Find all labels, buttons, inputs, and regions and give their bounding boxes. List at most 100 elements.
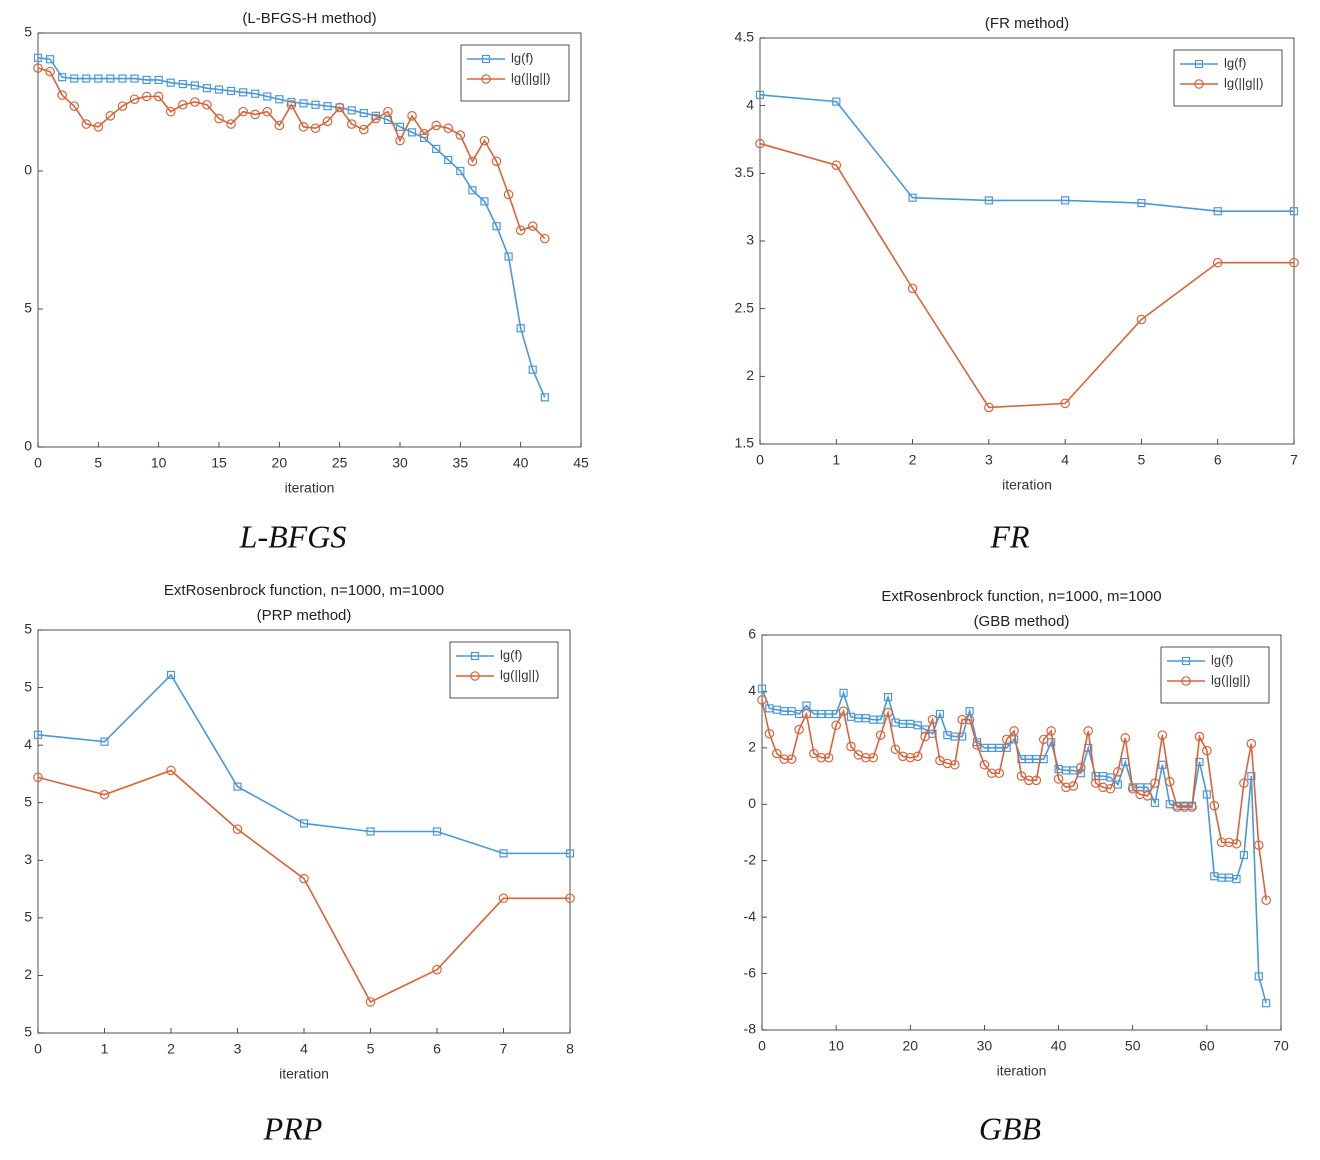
marker-square xyxy=(311,100,320,109)
marker-circle xyxy=(1031,775,1042,786)
marker-circle xyxy=(779,754,790,764)
marker-circle xyxy=(1105,783,1116,794)
marker-circle xyxy=(81,119,92,129)
marker-circle xyxy=(33,772,43,783)
x-tick-label: 6 xyxy=(1214,452,1222,468)
marker-circle xyxy=(57,90,67,100)
marker-square xyxy=(1002,743,1011,752)
legend: lg(f) lg(||g||) xyxy=(460,44,570,102)
x-tick-label: 0 xyxy=(758,1038,766,1054)
marker-square xyxy=(1247,771,1256,781)
marker-square xyxy=(214,85,224,94)
marker-square xyxy=(1195,757,1204,767)
marker-circle xyxy=(949,759,960,770)
marker-circle xyxy=(153,91,164,102)
chart-title: ExtRosenbrock function, n=1000, m=1000 xyxy=(881,588,1161,605)
marker-square xyxy=(190,81,199,90)
x-tick-label: 2 xyxy=(909,452,917,468)
y-tick-label: 3 xyxy=(24,851,32,867)
marker-circle xyxy=(202,99,212,110)
y-tick-label: 4 xyxy=(748,682,756,698)
marker-square xyxy=(832,709,841,719)
marker-circle xyxy=(838,706,849,716)
chart: ExtRosenbrock function, n=1000, m=1000 (P… xyxy=(24,582,575,1082)
marker-square xyxy=(251,89,260,98)
marker-square xyxy=(528,365,537,374)
marker-circle xyxy=(905,752,916,763)
marker-circle xyxy=(443,123,454,134)
marker-square xyxy=(432,827,442,836)
marker-circle xyxy=(1053,774,1064,784)
marker-square xyxy=(935,709,945,719)
marker-square xyxy=(395,122,405,131)
marker-square xyxy=(142,75,151,85)
marker-square xyxy=(908,193,917,202)
marker-square xyxy=(366,827,375,836)
chart-subtitle: (GBB method) xyxy=(974,613,1070,630)
x-tick-label: 6 xyxy=(433,1041,441,1057)
series-line xyxy=(37,769,570,1003)
series-line xyxy=(37,57,546,398)
marker-circle xyxy=(232,824,243,834)
marker-square xyxy=(202,84,212,93)
marker-circle xyxy=(994,768,1005,779)
marker-circle xyxy=(1216,837,1227,848)
x-tick-label: 1 xyxy=(832,452,840,468)
marker-square xyxy=(1181,656,1191,666)
series-line xyxy=(761,688,1267,1004)
marker-circle xyxy=(105,111,116,121)
marker-circle xyxy=(964,714,975,725)
marker-square xyxy=(504,252,513,261)
legend-box xyxy=(449,641,559,699)
marker-circle xyxy=(515,225,526,236)
marker-circle xyxy=(1179,802,1190,812)
x-axis-label: iteration xyxy=(279,1066,329,1082)
y-tick-label: -4 xyxy=(744,908,757,924)
legend-box xyxy=(1173,49,1283,107)
marker-square xyxy=(1113,780,1122,789)
marker-circle xyxy=(912,751,923,762)
marker-circle xyxy=(898,751,908,762)
marker-circle xyxy=(503,189,514,200)
marker-circle xyxy=(226,119,236,129)
chart: (L-BFGS-H method) 0 5 10 15 20 25 30 35 40 45 0 5 0 5 i… xyxy=(24,10,589,496)
marker-circle xyxy=(890,744,901,755)
marker-circle xyxy=(984,402,994,413)
x-tick-label: 30 xyxy=(392,455,408,471)
marker-circle xyxy=(764,728,775,739)
marker-square xyxy=(1106,773,1115,782)
marker-circle xyxy=(1009,726,1019,736)
marker-square xyxy=(1202,790,1211,799)
marker-circle xyxy=(875,730,886,740)
marker-circle xyxy=(395,135,405,146)
marker-circle xyxy=(178,99,188,110)
x-tick-label: 50 xyxy=(1125,1038,1141,1054)
x-tick-label: 2 xyxy=(167,1041,175,1057)
marker-square xyxy=(540,393,549,402)
marker-circle xyxy=(831,160,842,171)
marker-circle xyxy=(358,124,369,135)
marker-circle xyxy=(129,94,140,105)
chart-subtitle: (PRP method) xyxy=(257,607,352,624)
y-tick-label: 2 xyxy=(24,966,32,982)
x-tick-label: 60 xyxy=(1199,1038,1215,1054)
y-tick-label: -8 xyxy=(744,1021,757,1037)
marker-square xyxy=(516,324,525,333)
marker-circle xyxy=(491,156,502,167)
marker-circle xyxy=(1212,257,1223,268)
marker-circle xyxy=(920,731,930,742)
x-tick-label: 4 xyxy=(300,1041,308,1057)
marker-circle xyxy=(165,106,176,117)
x-tick-label: 0 xyxy=(756,452,764,468)
marker-square xyxy=(876,715,885,724)
x-tick-label: 3 xyxy=(985,452,993,468)
x-tick-label: 45 xyxy=(573,455,589,471)
marker-circle xyxy=(93,122,104,132)
marker-square xyxy=(275,95,284,104)
y-tick-label: 0 xyxy=(24,438,32,454)
marker-circle xyxy=(957,714,967,725)
marker-square xyxy=(832,97,841,106)
y-tick-label: 5 xyxy=(24,793,32,809)
marker-circle xyxy=(298,122,309,132)
